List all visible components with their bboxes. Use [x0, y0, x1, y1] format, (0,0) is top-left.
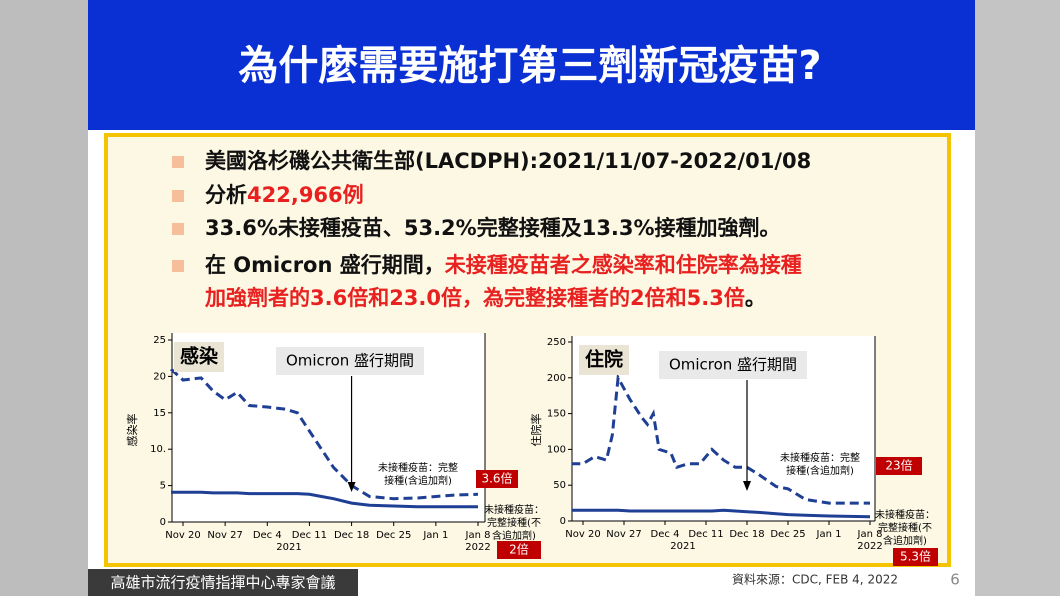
bullet-marker [172, 260, 184, 272]
y-tick-label: 200 [547, 373, 566, 384]
page-number: 6 [950, 571, 960, 589]
x-tick-label: Dec 25 [770, 529, 805, 540]
x-year-label: 2021 [276, 542, 301, 553]
ratio-label: 3.6倍 [481, 471, 512, 486]
y-tick-label: 100 [547, 444, 566, 455]
ratio-box [497, 541, 541, 559]
text-run: 33.6%未接種疫苗、53.2%完整接種及13.3%接種加強劑。 [205, 216, 781, 240]
note-text: 含追加劑) [492, 529, 536, 542]
charts: 0 5 10. 15 20 25 Nov 20 Nov 27 Dec 4 Dec 11 Dec 18… [125, 333, 938, 566]
y-tick-label: 10. [150, 444, 166, 455]
note-text: 接種(含追加劑) [384, 474, 452, 487]
line-chart: 0 50 100 150 200 250 Nov 20 Nov 27 Dec 4 Dec 11 De… [529, 336, 938, 566]
blur-left [0, 0, 88, 596]
series-line [169, 367, 479, 501]
line-chart: 0 5 10. 15 20 25 Nov 20 Nov 27 Dec 4 Dec 11 Dec 18… [125, 333, 544, 559]
ratio-box [893, 548, 938, 566]
x-tick-label: Nov 20 [565, 529, 600, 540]
note-text: 未接種疫苗：完整 [378, 461, 458, 474]
y-tick-label: 5 [160, 481, 166, 492]
series-line [171, 490, 478, 509]
ratio-box [876, 457, 922, 475]
footer-bar [88, 569, 358, 596]
ratio-label: 23倍 [885, 458, 912, 473]
x-tick-label: Dec 4 [253, 530, 282, 541]
y-tick-label: 20 [153, 371, 166, 382]
x-tick-label: Dec 25 [376, 530, 411, 541]
y-axis-label: 感染率 [125, 414, 139, 447]
panel-label: 住院 [585, 348, 623, 371]
text-run: 422,966例 [247, 183, 364, 207]
bullet-marker [172, 223, 184, 235]
bullet-text: 33.6%未接種疫苗、53.2%完整接種及13.3%接種加強劑。 [205, 216, 781, 240]
panel-label-box [174, 342, 224, 372]
bullet-text: 分析422,966例 [205, 183, 364, 207]
bullet-marker [172, 156, 184, 168]
x-tick-label: Dec 11 [688, 529, 723, 540]
note-text: 完整接種(不 [878, 521, 932, 534]
note-text: 未接種疫苗：完整 [780, 451, 860, 464]
arrow-head [743, 481, 751, 491]
bullet-list: 美國洛杉磯公共衛生部(LACDPH):2021/11/07-2022/01/08… [172, 149, 811, 310]
x-tick-label: Jan 8 [465, 530, 491, 541]
footer-source: 資料來源：CDC, FEB 4, 2022 [732, 573, 898, 587]
title: 為什麼需要施打第三劑新冠疫苗? [238, 43, 821, 89]
x-tick-label: Dec 18 [334, 530, 369, 541]
series-line [571, 508, 871, 519]
x-tick-label: Nov 27 [606, 529, 641, 540]
footer-meeting: 高雄市流行疫情指揮中心專家會議 [110, 574, 335, 592]
panel-label: 感染 [180, 345, 218, 368]
x-tick-label: Jan 1 [816, 529, 842, 540]
x-year-label: 2021 [670, 541, 695, 552]
annotation-box [659, 351, 807, 379]
panel-label-box [579, 345, 629, 375]
text-run: 。 [745, 286, 766, 310]
y-tick-label: 0 [560, 516, 566, 527]
note-text: 含追加劑) [883, 534, 927, 547]
title-band [88, 0, 975, 130]
x-tick-label: Dec 4 [651, 529, 680, 540]
text-run: 分析 [205, 183, 247, 207]
y-tick-label: 150 [547, 409, 566, 420]
bullet-text: 加強劑者的3.6倍和23.0倍，為完整接種者的2倍和5.3倍。 [204, 286, 766, 310]
bullet-text: 美國洛杉磯公共衛生部(LACDPH):2021/11/07-2022/01/08 [205, 149, 811, 173]
ratio-label: 5.3倍 [900, 549, 931, 564]
y-axis-label: 住院率 [529, 414, 543, 447]
bullet-marker [172, 190, 184, 202]
note-text: 完整接種(不 [487, 516, 541, 529]
text-run: 未接種疫苗者之感染率和住院率為接種 [445, 253, 802, 277]
blur-right [975, 0, 1060, 596]
note-text: 未接種疫苗： [484, 503, 544, 516]
y-tick-label: 15 [153, 408, 166, 419]
text-run: 在 Omicron 盛行期間， [205, 253, 445, 277]
x-tick-label: Jan 1 [422, 530, 448, 541]
note-text: 接種(含追加劑) [786, 464, 854, 477]
text-run: 加強劑者的3.6倍和23.0倍，為完整接種者的2倍和5.3倍 [204, 286, 745, 310]
x-tick-label: Dec 18 [729, 529, 764, 540]
series-line [571, 372, 870, 505]
text-run: 美國洛杉磯公共衛生部(LACDPH):2021/11/07-2022/01/08 [205, 149, 811, 173]
ratio-box [476, 470, 518, 488]
y-tick-label: 250 [547, 337, 566, 348]
x-year-label: 2022 [857, 541, 882, 552]
bullet-text: 在 Omicron 盛行期間，未接種疫苗者之感染率和住院率為接種 [205, 253, 802, 277]
y-tick-label: 0 [160, 517, 166, 528]
x-tick-label: Nov 27 [207, 530, 242, 541]
y-tick-label: 25 [153, 335, 166, 346]
x-tick-label: Jan 8 [857, 529, 883, 540]
x-tick-label: Dec 11 [292, 530, 327, 541]
x-tick-label: Nov 20 [165, 530, 200, 541]
note-text: 未接種疫苗： [875, 508, 935, 521]
annotation: Omicron 盛行期間 [669, 356, 797, 374]
ratio-label: 2倍 [509, 542, 529, 557]
arrow-head [347, 482, 356, 492]
y-tick-label: 50 [553, 480, 566, 491]
annotation: Omicron 盛行期間 [286, 352, 414, 370]
annotation-box [276, 347, 424, 375]
x-year-label: 2022 [465, 542, 490, 553]
